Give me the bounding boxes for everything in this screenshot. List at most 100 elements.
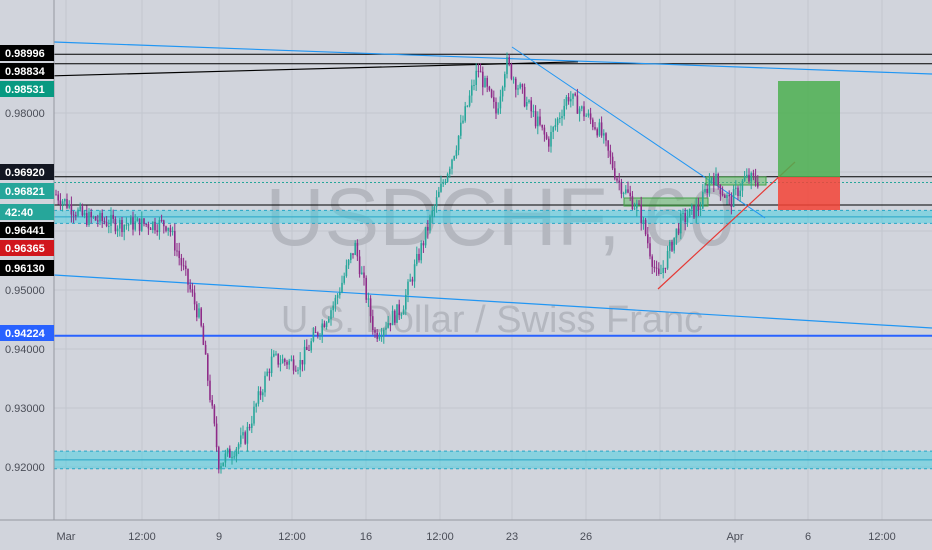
candle-body — [101, 212, 103, 221]
candle-body — [741, 181, 744, 191]
candle-body — [176, 250, 178, 252]
position-stop-zone[interactable] — [778, 177, 840, 210]
candle-body — [614, 168, 616, 179]
candle-body — [574, 93, 576, 96]
price-tag-label: 0.96920 — [5, 167, 45, 179]
candle-body — [193, 292, 196, 305]
candle-body — [473, 85, 475, 87]
candle-body — [479, 71, 482, 73]
position-target-zone[interactable] — [778, 81, 840, 177]
candle-body — [110, 214, 112, 226]
price-tag-label: 0.98531 — [5, 84, 45, 96]
price-tick-label: 0.94000 — [5, 344, 45, 356]
candle-body — [367, 298, 370, 300]
candle-body — [565, 97, 568, 106]
candle-body — [521, 84, 524, 87]
candle-body — [152, 221, 154, 230]
candle-body — [409, 279, 411, 282]
candle-body — [180, 258, 183, 266]
candle-body — [539, 116, 541, 125]
candlestick-series — [55, 52, 759, 474]
long-position-tool[interactable] — [778, 81, 840, 210]
candle-body — [68, 204, 70, 208]
candle-body — [134, 221, 136, 230]
price-tag[interactable]: 0.98834 — [0, 63, 54, 79]
candle-body — [358, 256, 361, 275]
candle-body — [752, 173, 755, 176]
candle-body — [174, 230, 176, 251]
candle-body — [189, 284, 191, 290]
candle-body — [559, 118, 561, 120]
candle-body — [209, 380, 211, 400]
price-tag[interactable]: 0.96441 — [0, 222, 54, 238]
candle-body — [224, 453, 227, 463]
candle-body — [523, 86, 526, 107]
price-tag[interactable]: 0.94224 — [0, 325, 54, 341]
candle-body — [284, 359, 286, 362]
candle-body — [163, 220, 165, 227]
candle-body — [226, 448, 229, 454]
candle-body — [396, 304, 398, 323]
candle-body — [143, 218, 145, 225]
candle-body — [297, 369, 299, 371]
candle-body — [251, 423, 253, 428]
candle-body — [677, 228, 680, 234]
price-tag[interactable]: 0.96920 — [0, 164, 54, 180]
candle-body — [233, 456, 235, 458]
price-tag[interactable]: 0.96821 — [0, 183, 54, 199]
price-tag-bg — [0, 183, 54, 199]
candle-body — [508, 57, 510, 64]
candle-body — [750, 173, 752, 182]
time-tick-label: 16 — [360, 531, 372, 543]
candle-body — [737, 187, 739, 196]
time-tick-label: 12:00 — [868, 531, 896, 543]
candle-body — [501, 87, 504, 97]
candle-body — [242, 432, 244, 436]
price-tick-label: 0.93000 — [5, 403, 45, 415]
candle-body — [310, 341, 312, 351]
candle-body — [548, 138, 550, 147]
candle-body — [484, 77, 486, 88]
price-tag-bg — [0, 222, 54, 238]
candle-body — [433, 206, 436, 211]
price-tag-bg — [0, 240, 54, 256]
candle-body — [653, 266, 656, 268]
candle-body — [198, 308, 200, 318]
candle-body — [642, 219, 645, 224]
price-tag-label: 0.96441 — [5, 225, 45, 237]
price-tag[interactable]: 0.98996 — [0, 45, 54, 61]
candle-body — [182, 265, 185, 267]
price-tag-bg — [0, 260, 54, 276]
candle-body — [125, 224, 128, 226]
candle-body — [213, 405, 216, 424]
price-tag[interactable]: 0.96365 — [0, 240, 54, 256]
candle-body — [215, 423, 218, 448]
candle-body — [644, 219, 647, 235]
candle-body — [158, 219, 161, 233]
candle-body — [319, 335, 321, 337]
candle-body — [354, 242, 356, 255]
price-tag[interactable]: 42:40 — [0, 204, 54, 220]
candle-body — [627, 189, 629, 193]
time-axis[interactable]: Mar 12:00 9 12:00 16 12:00 23 26 Apr 6 12:00 — [0, 519, 932, 550]
candle-body — [534, 111, 537, 127]
candle-body — [466, 105, 469, 107]
price-axis[interactable]: 0.98000 0.95000 0.94000 0.93000 0.92000 0.989… — [0, 0, 55, 550]
candle-body — [660, 272, 662, 274]
candle-body — [387, 322, 389, 328]
price-tag[interactable]: 0.96130 — [0, 260, 54, 276]
candle-body — [149, 228, 152, 230]
candle-body — [594, 127, 596, 130]
candle-body — [429, 216, 431, 231]
price-tag[interactable]: 0.98531 — [0, 81, 54, 97]
candle-body — [288, 360, 290, 365]
candle-body — [519, 84, 521, 89]
candle-body — [631, 196, 634, 210]
candle-body — [211, 399, 213, 406]
candle-body — [495, 101, 497, 114]
time-tick-label: 6 — [805, 531, 811, 543]
candle-body — [308, 349, 310, 351]
price-tag-label: 42:40 — [5, 207, 33, 219]
